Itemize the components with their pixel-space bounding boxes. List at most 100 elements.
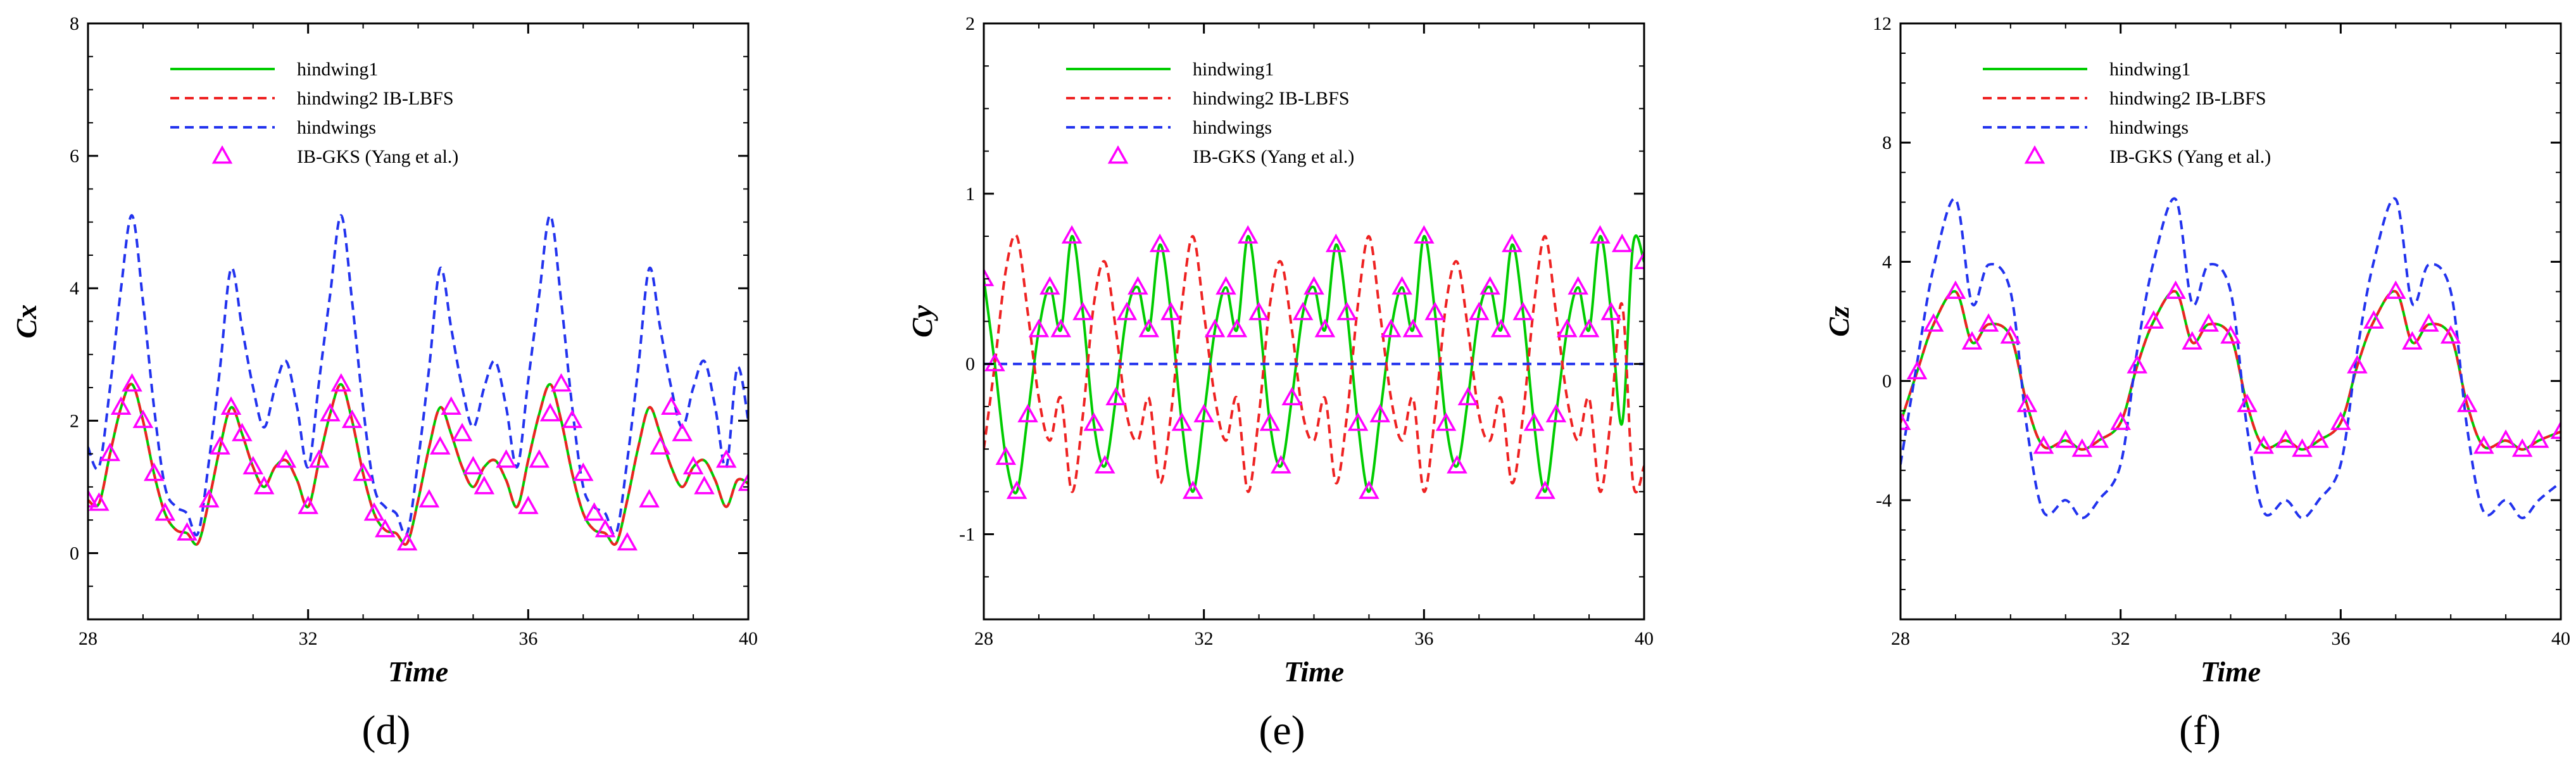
data-marker-ibgks xyxy=(132,409,154,428)
data-marker-ibgks xyxy=(89,492,110,511)
data-marker-ibgks xyxy=(1094,455,1115,474)
data-marker-ibgks xyxy=(2198,313,2220,332)
data-marker-ibgks xyxy=(1050,319,1071,338)
data-marker-ibgks xyxy=(474,476,495,495)
panel-label: (e) xyxy=(1259,707,1305,754)
data-marker-ibgks xyxy=(2071,438,2093,457)
legend-label: IB-GKS (Yang et al.) xyxy=(2109,146,2271,167)
data-marker-ibgks xyxy=(1512,301,1534,320)
data-marker-ibgks xyxy=(330,373,352,392)
data-marker-ibgks xyxy=(1017,403,1038,422)
data-marker-ibgks xyxy=(2347,355,2368,374)
data-marker-ibgks xyxy=(242,455,264,475)
legend-marker-ibgks xyxy=(211,145,233,164)
data-marker-ibgks xyxy=(451,422,473,441)
data-marker-ibgks xyxy=(2033,435,2054,454)
chart-panel-f: 28 32 36 40 -4 0 4 8 12 Cz Time (f) hindwing1 hindwin… xyxy=(1823,13,2570,754)
x-tick-label: 32 xyxy=(1195,628,1214,649)
data-marker-ibgks xyxy=(232,422,253,441)
x-tick-label: 28 xyxy=(79,628,97,649)
data-marker-ibgks xyxy=(1447,455,1467,474)
data-marker-ibgks xyxy=(738,472,748,491)
y-axis-label: Cx xyxy=(10,305,42,339)
x-axis-label: Time xyxy=(1284,655,1344,688)
chart-panel-e: 28 32 36 40 -1 0 1 2 Cy Time (e) hindwing1 hindwing2… xyxy=(906,13,1654,754)
data-marker-ibgks xyxy=(1545,403,1567,422)
data-marker-ibgks xyxy=(2143,310,2164,329)
y-tick-label: -4 xyxy=(1876,490,1892,511)
data-marker-ibgks xyxy=(1259,412,1281,431)
data-marker-ibgks xyxy=(2550,420,2561,439)
data-marker-ibgks xyxy=(2237,393,2258,412)
series-group xyxy=(1901,197,2561,519)
y-axis-label: Cz xyxy=(1823,306,1855,337)
y-tick-label: 0 xyxy=(70,543,79,564)
data-marker-ibgks xyxy=(2292,438,2313,457)
data-marker-ibgks xyxy=(2088,429,2109,448)
data-marker-ibgks xyxy=(429,436,451,455)
data-marker-ibgks xyxy=(562,409,583,428)
data-marker-ibgks xyxy=(2473,435,2494,454)
series-line-hindwings xyxy=(88,214,748,537)
data-marker-ibgks xyxy=(1281,386,1303,406)
data-marker-ibgks xyxy=(1040,276,1060,295)
data-marker-ibgks xyxy=(1292,301,1314,320)
data-marker-ibgks xyxy=(353,462,374,481)
data-marker-ibgks xyxy=(1347,412,1369,431)
data-marker-ibgks xyxy=(1061,225,1083,244)
y-tick-label: 1 xyxy=(965,184,975,205)
data-marker-ibgks xyxy=(2275,429,2296,448)
data-marker-ibgks xyxy=(2127,355,2148,374)
data-marker-ibgks xyxy=(1006,480,1027,499)
legend-label: hindwings xyxy=(297,117,376,138)
data-marker-ibgks xyxy=(496,449,517,468)
data-marker-ibgks xyxy=(1578,319,1600,338)
data-marker-ibgks xyxy=(1523,412,1545,431)
data-marker-ibgks xyxy=(1193,403,1214,422)
x-tick-label: 36 xyxy=(518,628,537,649)
data-marker-ibgks xyxy=(2440,325,2461,344)
data-marker-ibgks xyxy=(144,462,165,481)
x-tick-label: 40 xyxy=(2551,628,2570,649)
data-marker-ibgks xyxy=(984,353,1005,372)
data-marker-ibgks xyxy=(551,373,572,392)
y-tick-label: 6 xyxy=(70,146,79,167)
x-tick-label: 36 xyxy=(2331,628,2350,649)
x-tick-label: 32 xyxy=(2111,628,2130,649)
y-tick-label: 2 xyxy=(70,410,79,431)
data-marker-ibgks xyxy=(418,489,440,508)
data-marker-ibgks xyxy=(572,462,594,481)
legend-marker-ibgks xyxy=(1107,145,1129,164)
y-tick-label: 12 xyxy=(1873,13,1892,34)
legend-label: hindwing2 IB-LBFS xyxy=(1193,88,1350,109)
data-marker-ibgks xyxy=(99,443,121,462)
data-marker-ibgks xyxy=(682,455,704,475)
y-tick-label: 0 xyxy=(1882,371,1892,392)
data-marker-ibgks xyxy=(198,489,220,508)
series-line-hindwing1 xyxy=(1901,289,2561,451)
data-marker-ibgks xyxy=(341,409,363,428)
legend-label: IB-GKS (Yang et al.) xyxy=(1193,146,1354,167)
data-marker-ibgks xyxy=(375,519,396,538)
data-marker-ibgks xyxy=(2182,331,2202,350)
data-marker-ibgks xyxy=(275,449,297,468)
data-marker-ibgks xyxy=(122,373,142,392)
data-marker-ibgks xyxy=(363,502,385,521)
x-tick-label: 40 xyxy=(739,628,758,649)
legend-label: hindwing2 IB-LBFS xyxy=(2109,88,2266,109)
data-marker-ibgks xyxy=(2402,331,2423,350)
data-marker-ibgks xyxy=(1183,480,1203,499)
panel-label: (f) xyxy=(2179,707,2221,754)
data-marker-ibgks xyxy=(320,403,341,422)
series-group xyxy=(88,214,748,551)
x-axis-label: Time xyxy=(2201,655,2261,688)
data-marker-ibgks xyxy=(154,502,175,521)
data-marker-ibgks xyxy=(1028,319,1050,338)
x-axis-label: Time xyxy=(388,655,448,688)
data-marker-ibgks xyxy=(1392,276,1412,295)
legend-marker-ibgks xyxy=(2024,145,2045,164)
data-marker-ibgks xyxy=(2511,438,2533,457)
data-marker-ibgks xyxy=(1480,276,1500,295)
data-marker-ibgks xyxy=(1359,480,1379,499)
data-marker-ibgks xyxy=(694,476,715,495)
